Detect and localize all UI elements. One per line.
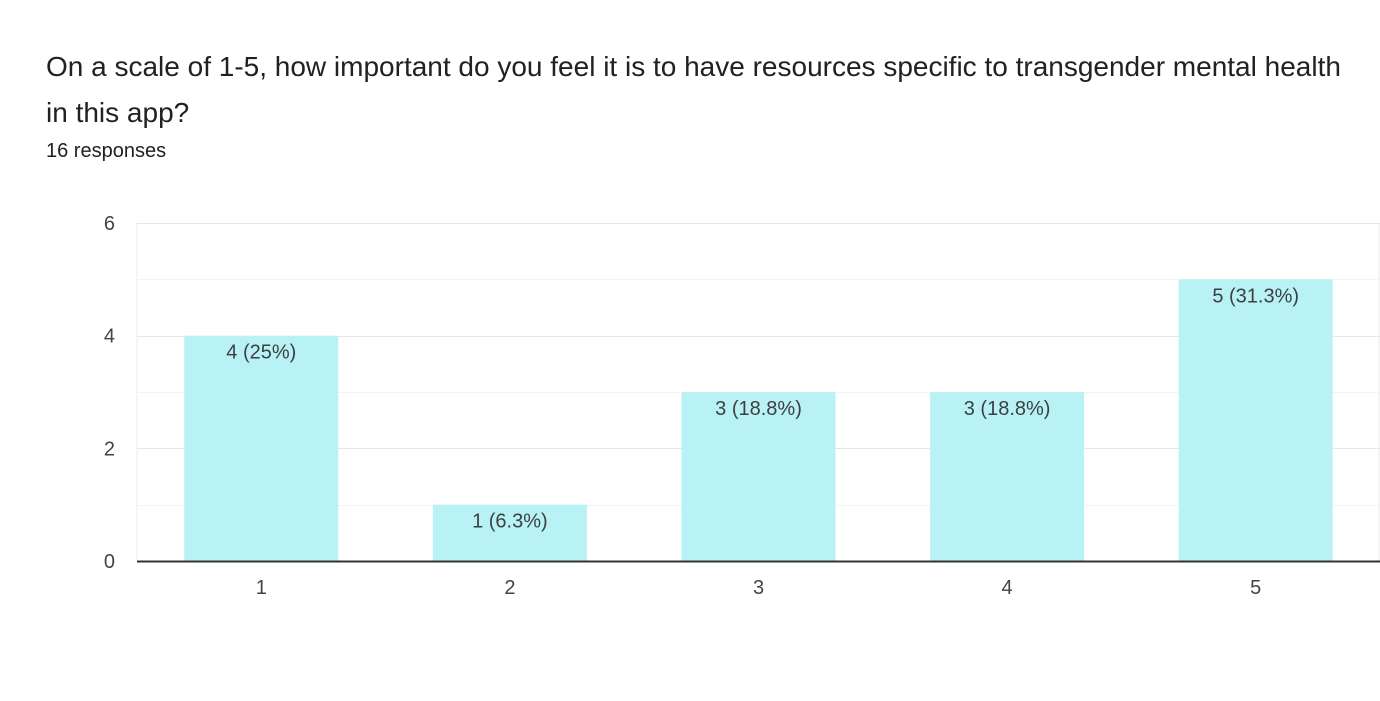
y-tick-label: 0 xyxy=(104,551,115,573)
bar[interactable] xyxy=(184,335,339,561)
axes: 0 2 4 6 1 2 3 4 5 xyxy=(104,213,1380,599)
data-label: 3 (18.8%) xyxy=(964,398,1051,420)
y-tick-label: 4 xyxy=(104,326,115,348)
data-labels: 4 (25%) 1 (6.3%) 3 (18.8%) 3 (18.8%) 5 (31.3… xyxy=(226,285,1299,532)
data-label: 4 (25%) xyxy=(226,342,296,364)
bar[interactable] xyxy=(432,504,587,561)
data-label: 3 (18.8%) xyxy=(715,398,802,420)
bar[interactable] xyxy=(930,392,1085,561)
data-label: 5 (31.3%) xyxy=(1212,285,1299,307)
x-tick-label: 3 xyxy=(753,577,764,599)
x-tick-label: 4 xyxy=(1002,577,1013,599)
x-tick-label: 2 xyxy=(504,577,515,599)
question-title: On a scale of 1-5, how important do you … xyxy=(46,51,1341,128)
response-count: 16 responses xyxy=(46,140,167,162)
bar[interactable] xyxy=(681,392,836,561)
data-label: 1 (6.3%) xyxy=(472,511,548,533)
bars xyxy=(184,279,1333,561)
x-tick-label: 5 xyxy=(1250,577,1261,599)
bar[interactable] xyxy=(1178,279,1333,561)
y-tick-label: 2 xyxy=(104,438,115,460)
x-tick-label: 1 xyxy=(256,577,267,599)
y-tick-label: 6 xyxy=(104,213,115,235)
